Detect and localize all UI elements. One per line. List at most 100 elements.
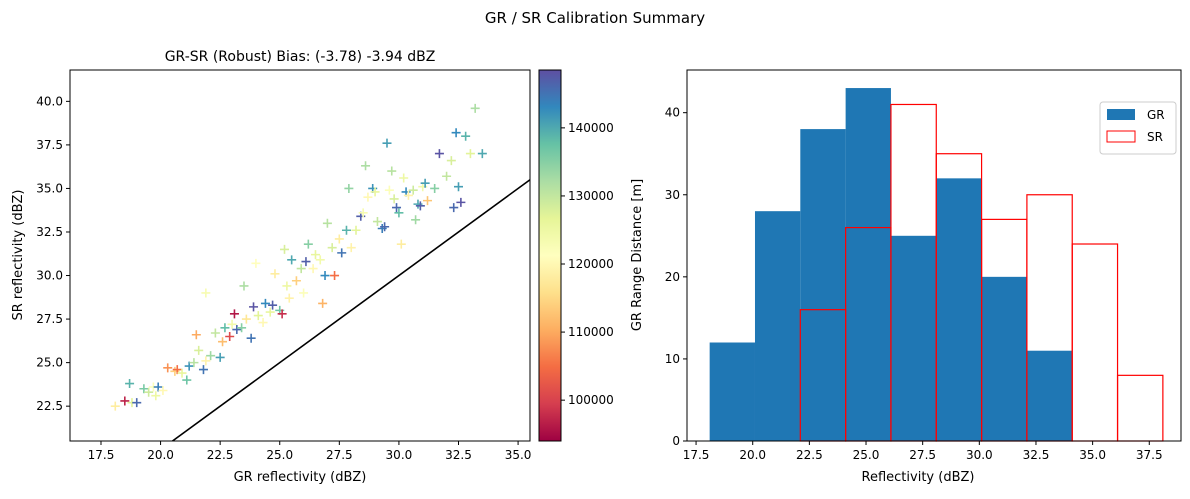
gr-bar <box>709 342 755 441</box>
legend-sr-label: SR <box>1147 130 1163 144</box>
histogram-legend: GR SR <box>1099 101 1177 155</box>
histogram-xtick-label: 37.5 <box>1136 448 1163 462</box>
gr-bar <box>981 276 1027 441</box>
scatter-point <box>120 396 130 406</box>
scatter-xtick-label: 22.5 <box>207 448 234 462</box>
scatter-point <box>465 149 475 159</box>
scatter-point <box>389 194 399 204</box>
scatter-point <box>399 173 409 183</box>
scatter-point <box>125 379 135 389</box>
scatter-ytick-label: 35.0 <box>36 181 63 195</box>
scatter-point <box>225 331 235 341</box>
scatter-point <box>344 183 354 193</box>
scatter-point <box>322 218 332 228</box>
scatter-point <box>423 196 433 206</box>
scatter-point <box>449 203 459 213</box>
scatter-point <box>232 325 242 335</box>
scatter-point <box>198 365 208 375</box>
scatter-point <box>189 358 199 368</box>
scatter-point <box>282 281 292 291</box>
scatter-point <box>430 183 440 193</box>
scatter-point <box>308 264 318 274</box>
scatter-point <box>351 225 361 235</box>
gr-bar <box>845 88 891 441</box>
scatter-point <box>299 288 309 298</box>
scatter-point <box>442 171 452 181</box>
histogram-plot-area: 17.5 20.0 22.5 25.0 27.5 30.0 32.5 35.0 37.5 0 10 2… <box>665 69 1182 462</box>
scatter-point <box>163 363 173 373</box>
scatter-point <box>315 255 325 265</box>
scatter-point <box>220 323 230 333</box>
scatter-plot-area: 17.5 20.0 22.5 25.0 27.5 30.0 32.5 35.0 22.5 25.0… <box>36 69 532 462</box>
scatter-point <box>384 185 394 195</box>
gr-bar <box>890 235 937 441</box>
scatter-point <box>361 161 371 171</box>
histogram-xtick-label: 35.0 <box>1079 448 1106 462</box>
scatter-point <box>334 234 344 244</box>
scatter-point <box>218 337 228 347</box>
scatter-point <box>201 288 211 298</box>
scatter-point <box>320 271 330 281</box>
histogram-ytick-label: 10 <box>665 352 680 366</box>
scatter-point <box>453 182 463 192</box>
scatter-point <box>132 398 142 408</box>
scatter-point <box>287 255 297 265</box>
scatter-point <box>110 401 120 411</box>
scatter-point <box>382 138 392 148</box>
scatter-point <box>249 302 259 312</box>
colorbar-tick-label: 130000 <box>568 189 614 203</box>
scatter-xtick-label: 20.0 <box>147 448 174 462</box>
scatter-ytick-label: 30.0 <box>36 269 63 283</box>
scatter-point <box>253 311 263 321</box>
scatter-ylabel: SR reflectivity (dBZ) <box>11 190 26 321</box>
scatter-ytick-label: 32.5 <box>36 225 63 239</box>
scatter-point <box>327 243 337 253</box>
colorbar-frame <box>538 69 562 442</box>
scatter-point <box>182 375 192 385</box>
colorbar-tick-label: 110000 <box>568 325 614 339</box>
scatter-colorbar: 100000 110000 120000 130000 140000 <box>538 69 614 442</box>
scatter-point <box>380 222 390 232</box>
scatter-axes-frame <box>69 69 531 442</box>
scatter-point <box>177 368 187 378</box>
scatter-point <box>415 201 425 211</box>
scatter-point <box>246 333 256 343</box>
scatter-point <box>258 318 268 328</box>
scatter-point <box>337 248 347 258</box>
scatter-point <box>318 298 328 308</box>
scatter-point <box>280 244 290 254</box>
histogram-xtick-label: 32.5 <box>1023 448 1050 462</box>
scatter-point <box>420 178 430 188</box>
scatter-point <box>310 250 320 260</box>
scatter-point <box>341 225 351 235</box>
scatter-point <box>434 149 444 159</box>
scatter-point <box>201 356 211 366</box>
colorbar-gradient <box>539 70 561 441</box>
histogram-xtick-label: 30.0 <box>966 448 993 462</box>
scatter-point <box>477 149 487 159</box>
histogram-ytick-label: 30 <box>665 188 680 202</box>
scatter-xtick-label: 27.5 <box>326 448 353 462</box>
scatter-point <box>268 300 278 310</box>
scatter-point <box>210 328 220 338</box>
histogram-xtick-label: 17.5 <box>683 448 710 462</box>
scatter-xtick-label: 25.0 <box>266 448 293 462</box>
scatter-point <box>206 351 216 361</box>
scatter-point <box>296 264 306 274</box>
one-to-one-line <box>172 179 530 441</box>
scatter-point <box>239 281 249 291</box>
scatter-point <box>372 217 382 227</box>
scatter-point <box>456 197 466 207</box>
scatter-point <box>358 208 368 218</box>
scatter-point <box>194 345 204 355</box>
scatter-point <box>277 309 287 319</box>
colorbar-tick-label: 100000 <box>568 393 614 407</box>
scatter-point <box>172 365 182 375</box>
scatter-point <box>151 391 161 401</box>
scatter-ytick-label: 22.5 <box>36 399 63 413</box>
scatter-point <box>346 243 356 253</box>
scatter-ytick-label: 40.0 <box>36 94 63 108</box>
gr-bar <box>800 129 846 441</box>
scatter-xtick-label: 35.0 <box>505 448 532 462</box>
